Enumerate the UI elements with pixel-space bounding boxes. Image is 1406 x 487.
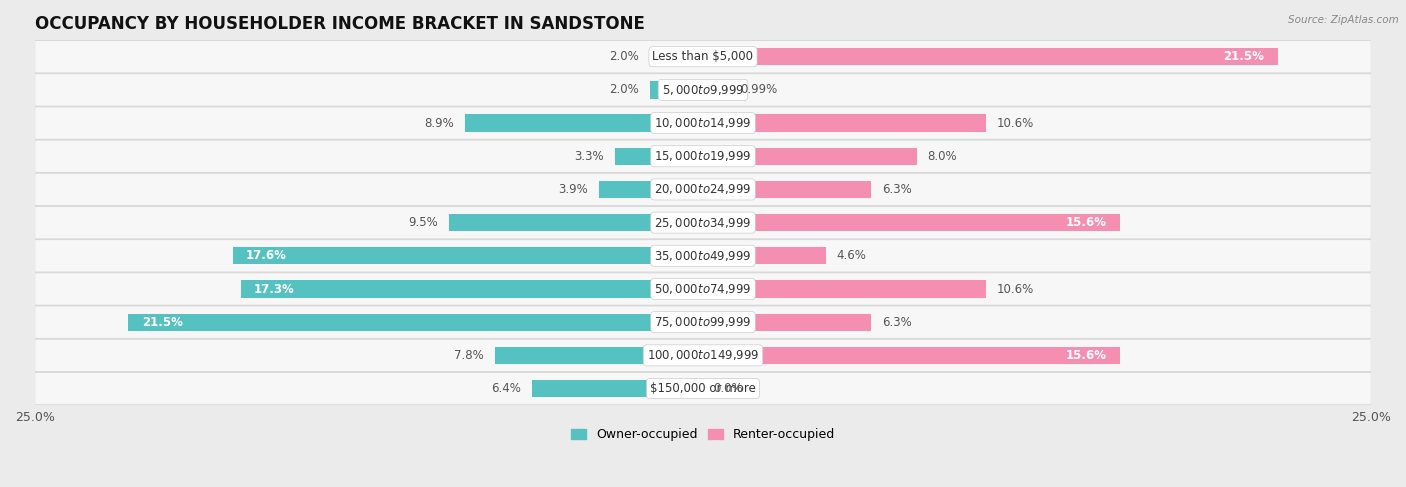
Text: $10,000 to $14,999: $10,000 to $14,999: [654, 116, 752, 130]
Bar: [614, 148, 703, 165]
Text: 15.6%: 15.6%: [1066, 216, 1107, 229]
Bar: [703, 148, 917, 165]
Text: 8.0%: 8.0%: [928, 150, 957, 163]
FancyBboxPatch shape: [35, 40, 1371, 73]
Bar: [465, 114, 703, 131]
Bar: [703, 281, 986, 298]
Text: $150,000 or more: $150,000 or more: [650, 382, 756, 395]
FancyBboxPatch shape: [35, 339, 1371, 372]
Text: $35,000 to $49,999: $35,000 to $49,999: [654, 249, 752, 263]
Bar: [232, 247, 703, 264]
Text: 21.5%: 21.5%: [142, 316, 183, 329]
Text: 6.3%: 6.3%: [882, 183, 911, 196]
Bar: [449, 214, 703, 231]
Bar: [703, 181, 872, 198]
Text: 6.4%: 6.4%: [492, 382, 522, 395]
Text: 3.9%: 3.9%: [558, 183, 588, 196]
Text: $20,000 to $24,999: $20,000 to $24,999: [654, 183, 752, 196]
Bar: [703, 247, 825, 264]
Text: Less than $5,000: Less than $5,000: [652, 50, 754, 63]
Text: $75,000 to $99,999: $75,000 to $99,999: [654, 315, 752, 329]
Text: 17.3%: 17.3%: [254, 282, 295, 296]
Bar: [703, 81, 730, 98]
FancyBboxPatch shape: [35, 306, 1371, 338]
Text: OCCUPANCY BY HOUSEHOLDER INCOME BRACKET IN SANDSTONE: OCCUPANCY BY HOUSEHOLDER INCOME BRACKET …: [35, 15, 645, 33]
Text: 3.3%: 3.3%: [575, 150, 605, 163]
Bar: [703, 48, 1278, 65]
Bar: [703, 114, 986, 131]
Text: $25,000 to $34,999: $25,000 to $34,999: [654, 216, 752, 230]
Bar: [703, 347, 1119, 364]
Bar: [703, 214, 1119, 231]
Text: 17.6%: 17.6%: [246, 249, 287, 262]
FancyBboxPatch shape: [35, 107, 1371, 139]
Bar: [599, 181, 703, 198]
Text: $100,000 to $149,999: $100,000 to $149,999: [647, 348, 759, 362]
Text: 0.0%: 0.0%: [714, 382, 744, 395]
Text: 9.5%: 9.5%: [409, 216, 439, 229]
Text: 15.6%: 15.6%: [1066, 349, 1107, 362]
Text: 2.0%: 2.0%: [609, 83, 638, 96]
FancyBboxPatch shape: [35, 206, 1371, 239]
Text: 0.99%: 0.99%: [740, 83, 778, 96]
Text: 10.6%: 10.6%: [997, 282, 1035, 296]
FancyBboxPatch shape: [35, 273, 1371, 305]
Bar: [240, 281, 703, 298]
Text: $50,000 to $74,999: $50,000 to $74,999: [654, 282, 752, 296]
Bar: [703, 314, 872, 331]
FancyBboxPatch shape: [35, 140, 1371, 172]
FancyBboxPatch shape: [35, 240, 1371, 272]
Legend: Owner-occupied, Renter-occupied: Owner-occupied, Renter-occupied: [567, 423, 839, 447]
Text: $15,000 to $19,999: $15,000 to $19,999: [654, 149, 752, 163]
Text: Source: ZipAtlas.com: Source: ZipAtlas.com: [1288, 15, 1399, 25]
Text: 2.0%: 2.0%: [609, 50, 638, 63]
Bar: [650, 48, 703, 65]
Bar: [531, 380, 703, 397]
Text: 7.8%: 7.8%: [454, 349, 484, 362]
FancyBboxPatch shape: [35, 372, 1371, 405]
Text: 4.6%: 4.6%: [837, 249, 866, 262]
Text: 10.6%: 10.6%: [997, 116, 1035, 130]
Bar: [650, 81, 703, 98]
FancyBboxPatch shape: [35, 173, 1371, 206]
Text: $5,000 to $9,999: $5,000 to $9,999: [662, 83, 744, 97]
FancyBboxPatch shape: [35, 74, 1371, 106]
Bar: [128, 314, 703, 331]
Text: 8.9%: 8.9%: [425, 116, 454, 130]
Bar: [495, 347, 703, 364]
Text: 6.3%: 6.3%: [882, 316, 911, 329]
Text: 21.5%: 21.5%: [1223, 50, 1264, 63]
